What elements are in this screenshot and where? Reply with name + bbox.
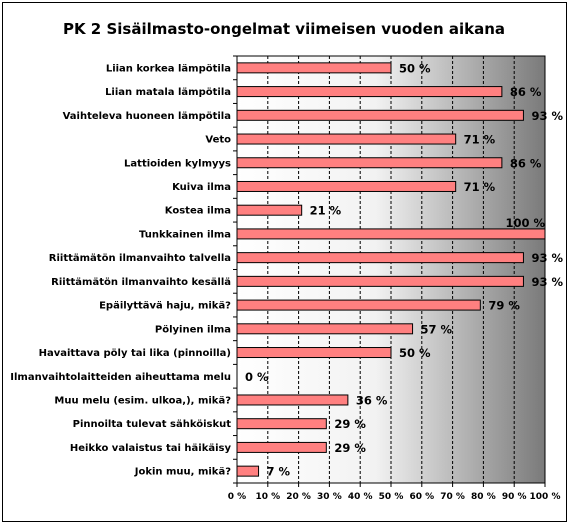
chart-title: PK 2 Sisäilmasto-ongelmat viimeisen vuod… [63,20,505,38]
bar [236,299,481,311]
bar [236,323,414,335]
bar [236,86,503,98]
x-tick-label: 30 % [317,492,342,502]
category-label: Vaihteleva huoneen lämpötila [63,111,231,122]
data-label: 7 % [267,465,291,479]
x-tick-label: 100 % [530,492,561,502]
bar [236,133,457,145]
category-label: Riittämätön ilmanvaihto kesällä [51,277,231,288]
category-label: Muu melu (esim. ulkoa,), mikä? [54,395,231,406]
bar [236,252,524,264]
data-label: 86 % [510,85,542,99]
category-label: Heikko valaistus tai häikäisy [70,443,232,454]
x-tick-label: 60 % [409,492,434,502]
data-label: 29 % [334,417,366,431]
data-label: 93 % [531,275,563,289]
data-label: 79 % [488,299,520,313]
category-label: Lattioiden kylmyys [124,158,231,169]
data-label: 71 % [464,180,496,194]
x-tick-label: 90 % [502,492,527,502]
bar [236,347,392,359]
x-axis-ticks: 0 % 10 % 20 % 30 % 40 % 50 % 60 % 70 % 80 % 90 % 1… [228,492,561,502]
bar [236,275,524,287]
data-label: 36 % [356,393,388,407]
category-label: Veto [205,135,231,146]
category-label: Liian matala lämpötila [105,87,231,98]
category-label: Pinnoilta tulevat sähköiskut [73,419,232,430]
category-label: Epäilyttävä haju, mikä? [99,301,231,312]
x-tick-label: 70 % [440,492,465,502]
x-tick-label: 50 % [379,492,404,502]
bar [236,228,546,240]
data-label: 93 % [531,251,563,265]
data-label: 50 % [399,346,431,360]
x-tick-label: 20 % [286,492,311,502]
data-label: 50 % [399,61,431,75]
x-tick-label: 0 % [228,492,246,502]
bars [236,62,546,477]
x-tick-label: 80 % [471,492,496,502]
bar [236,180,457,192]
bar [236,204,303,216]
data-label: 29 % [334,441,366,455]
grid-lines [233,55,546,487]
bar [236,465,260,477]
x-tick-label: 40 % [348,492,373,502]
category-label: Tunkkainen ilma [139,229,231,240]
bar [236,418,327,430]
data-label: 93 % [531,109,563,123]
category-label: Kuiva ilma [172,182,231,193]
category-label: Ilmanvaihtolaitteiden aiheuttama melu [10,372,231,383]
data-label: 21 % [310,204,342,218]
category-labels: Liian korkea lämpötila Liian matala lämpö… [10,63,231,477]
data-label: 100 % [505,216,545,230]
data-label: 71 % [464,133,496,147]
data-labels: 50 % 86 % 93 % 71 % 86 % 71 % 21 % 100 % 93 % 93 … [245,61,563,478]
bar [236,109,524,121]
x-tick-label: 10 % [255,492,280,502]
data-label: 0 % [245,370,269,384]
category-label: Kostea ilma [165,206,231,217]
category-label: Liian korkea lämpötila [106,63,231,74]
bar [236,394,349,406]
data-label: 57 % [421,322,453,336]
category-label: Jokin muu, mikä? [134,467,231,478]
bar [236,441,327,453]
bar-chart: PK 2 Sisäilmasto-ongelmat viimeisen vuod… [10,20,563,502]
category-label: Riittämätön ilmanvaihto talvella [49,253,231,264]
category-label: Pölyinen ilma [155,324,231,335]
category-label: Havaittava pöly tai lika (pinnoilla) [39,348,231,359]
bar [236,62,392,74]
bar [236,157,503,169]
data-label: 86 % [510,156,542,170]
